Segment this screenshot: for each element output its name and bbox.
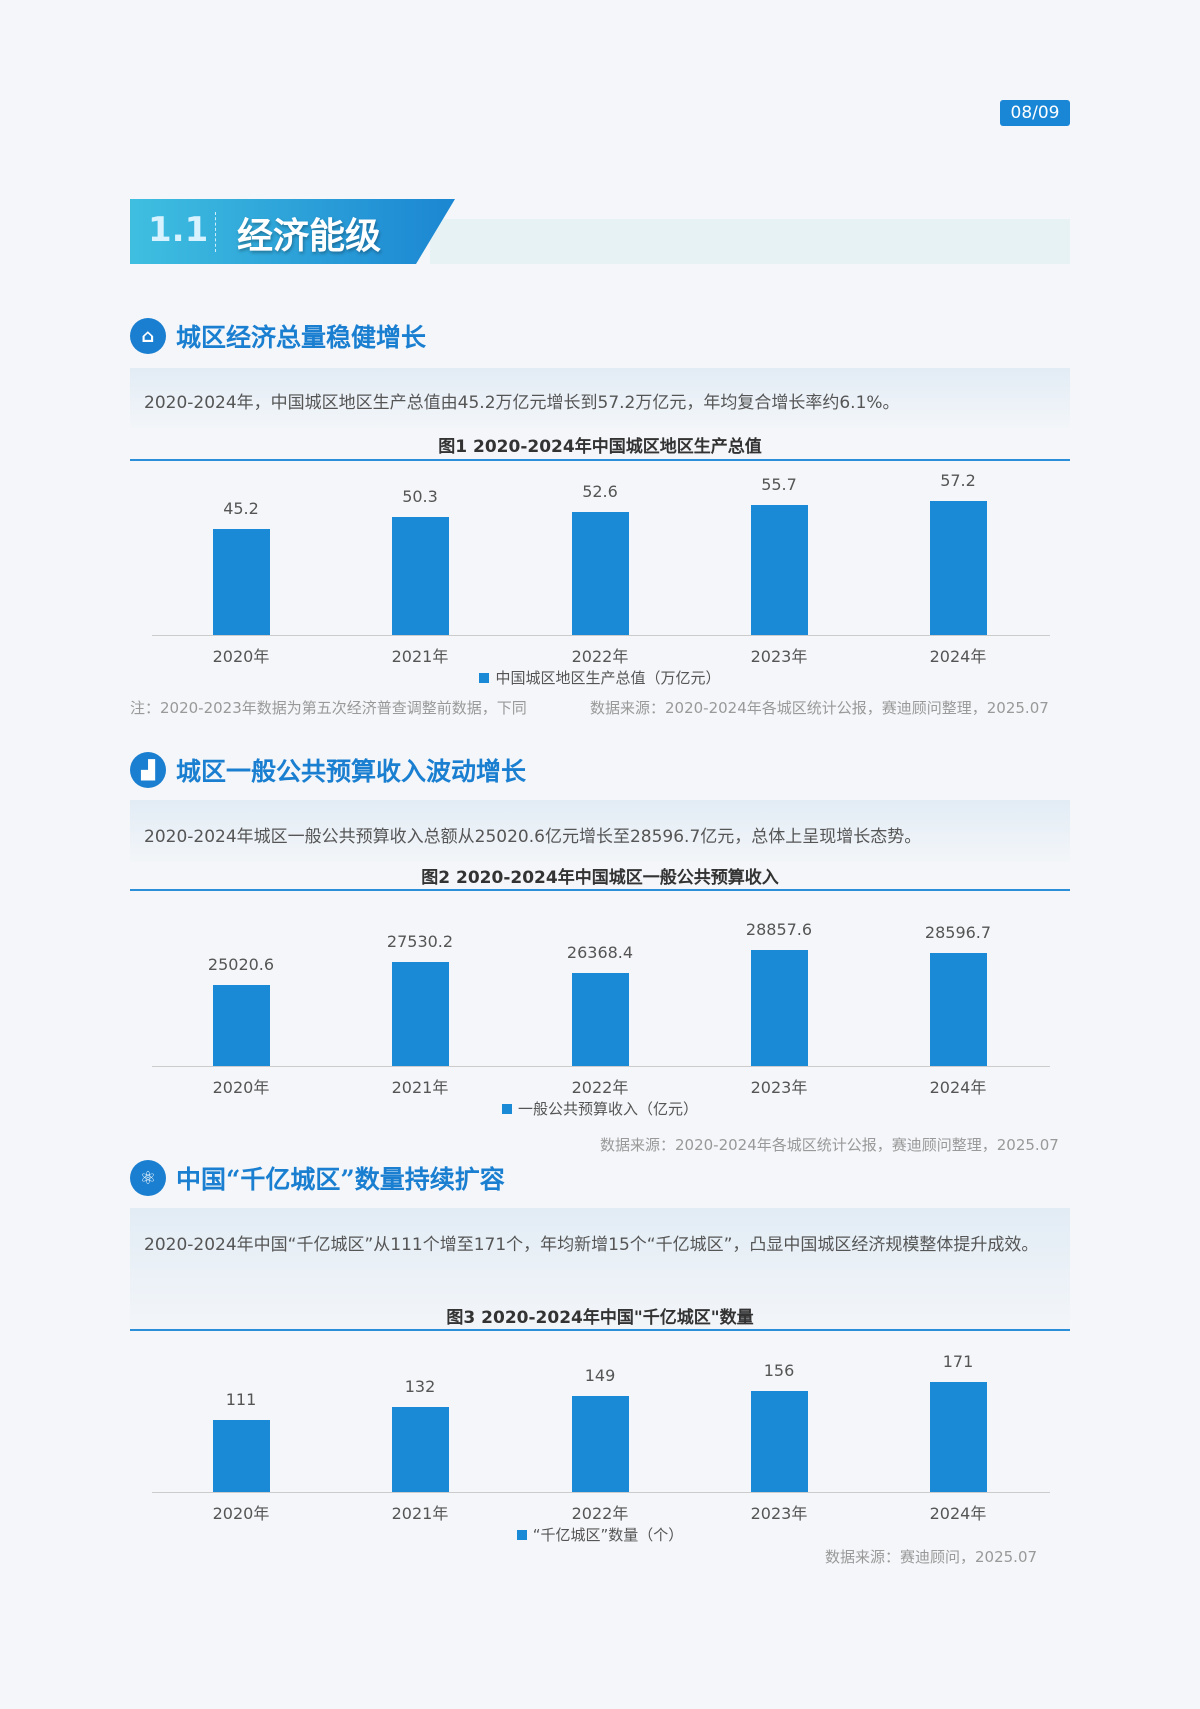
data-label: 27530.2 — [386, 932, 454, 952]
paragraph-3: 2020-2024年中国“千亿城区”从111个增至171个，年均新增15个“千亿… — [130, 1208, 1070, 1330]
legend-swatch — [516, 1530, 527, 1540]
bar — [572, 972, 629, 1066]
data-label: 25020.6 — [207, 954, 275, 974]
data-label: 149 — [584, 1365, 616, 1385]
data-label: 111 — [225, 1390, 257, 1410]
atom-icon: ⚛ — [130, 1160, 166, 1196]
bar — [213, 984, 270, 1066]
legend-label: 一般公共预算收入（亿元） — [517, 1100, 698, 1118]
chart-1: 45.2 2020年 50.3 2021年 52.6 2022年 55.7 2023年 57.2… — [130, 460, 1070, 690]
subheading-text: 中国“千亿城区”数量持续扩容 — [176, 1165, 505, 1194]
legend-swatch — [479, 673, 490, 683]
data-label: 50.3 — [402, 487, 438, 507]
bar-growth-icon: ▟ — [130, 752, 166, 788]
section-number: 1.1 — [148, 210, 209, 250]
x-tick-label: 2022年 — [571, 1078, 629, 1097]
subheading-3: ⚛ 中国“千亿城区”数量持续扩容 — [130, 1160, 505, 1196]
chart-2: 25020.6 2020年 27530.2 2021年 26368.4 2022年 2885… — [130, 890, 1070, 1125]
paragraph-1: 2020-2024年，中国城区地区生产总值由45.2万亿元增长到57.2万亿元，… — [130, 368, 1070, 428]
bar — [572, 1395, 629, 1492]
data-label: 55.7 — [761, 474, 797, 494]
data-label: 28596.7 — [924, 922, 992, 942]
x-tick-label: 2023年 — [750, 1078, 808, 1097]
bar — [213, 529, 270, 635]
legend-label: “千亿城区”数量（个） — [532, 1526, 684, 1544]
bar — [213, 1420, 270, 1492]
bar — [392, 1406, 449, 1492]
bar — [392, 517, 449, 635]
x-tick-label: 2022年 — [571, 647, 629, 666]
paragraph-2: 2020-2024年城区一般公共预算收入总额从25020.6亿元增长至28596… — [130, 800, 1070, 862]
bar — [751, 504, 808, 635]
section-header-strip — [430, 219, 1070, 264]
x-axis — [152, 1066, 1050, 1067]
x-axis — [152, 635, 1050, 636]
chart-3: 111 2020年 132 2021年 149 2022年 156 2023年 171 2024年… — [130, 1330, 1070, 1550]
x-tick-label: 2021年 — [391, 1078, 449, 1097]
x-tick-label: 2022年 — [571, 1504, 629, 1523]
bar — [930, 500, 987, 635]
chart-note: 注：2020-2023年数据为第五次经济普查调整前数据，下同 — [130, 699, 527, 717]
legend-label: 中国城区地区生产总值（万亿元） — [495, 669, 721, 687]
data-label: 156 — [763, 1361, 795, 1381]
bar — [930, 1381, 987, 1492]
x-tick-label: 2020年 — [212, 647, 270, 666]
house-icon: ⌂ — [130, 318, 166, 354]
figure-rule — [130, 889, 1070, 891]
bar — [751, 1391, 808, 1492]
legend-swatch — [501, 1104, 512, 1114]
bar — [751, 950, 808, 1066]
x-tick-label: 2024年 — [929, 647, 987, 666]
divider — [215, 212, 216, 252]
chart-source-2: 数据来源：2020-2024年各城区统计公报，赛迪顾问整理，2025.07 — [600, 1136, 1059, 1154]
data-label: 171 — [942, 1351, 974, 1371]
section-title: 经济能级 — [237, 216, 382, 257]
x-tick-label: 2024年 — [929, 1078, 987, 1097]
x-tick-label: 2023年 — [750, 1504, 808, 1523]
legend: 中国城区地区生产总值（万亿元） — [130, 667, 1070, 688]
x-tick-label: 2024年 — [929, 1504, 987, 1523]
data-label: 57.2 — [940, 470, 976, 490]
x-tick-label: 2021年 — [391, 647, 449, 666]
subheading-1: ⌂ 城区经济总量稳健增长 — [130, 318, 426, 354]
x-tick-label: 2020年 — [212, 1504, 270, 1523]
legend: 一般公共预算收入（亿元） — [130, 1098, 1070, 1119]
figure-title-3: 图3 2020-2024年中国"千亿城区"数量 — [446, 1308, 754, 1328]
chart-source-1: 数据来源：2020-2024年各城区统计公报，赛迪顾问整理，2025.07 — [590, 699, 1049, 717]
subheading-text: 城区一般公共预算收入波动增长 — [176, 757, 527, 786]
x-axis — [152, 1492, 1050, 1493]
bar — [392, 962, 449, 1066]
figure-rule — [130, 459, 1070, 461]
figure-title-2: 图2 2020-2024年中国城区一般公共预算收入 — [421, 868, 779, 888]
data-label: 132 — [404, 1376, 436, 1396]
bar — [930, 952, 987, 1066]
figure-title-1: 图1 2020-2024年中国城区地区生产总值 — [438, 437, 762, 457]
subheading-2: ▟ 城区一般公共预算收入波动增长 — [130, 752, 526, 788]
legend: “千亿城区”数量（个） — [130, 1524, 1070, 1545]
bar — [572, 511, 629, 635]
chart-source-3: 数据来源：赛迪顾问，2025.07 — [825, 1548, 1038, 1566]
x-tick-label: 2021年 — [391, 1504, 449, 1523]
figure-rule — [130, 1329, 1070, 1331]
x-tick-label: 2020年 — [212, 1078, 270, 1097]
page-number-badge: 08/09 — [1000, 100, 1070, 126]
data-label: 45.2 — [223, 499, 259, 519]
data-label: 28857.6 — [745, 920, 813, 940]
section-header-bar — [130, 199, 455, 264]
data-label: 52.6 — [582, 481, 618, 501]
data-label: 26368.4 — [566, 942, 634, 962]
subheading-text: 城区经济总量稳健增长 — [176, 323, 427, 352]
x-tick-label: 2023年 — [750, 647, 808, 666]
